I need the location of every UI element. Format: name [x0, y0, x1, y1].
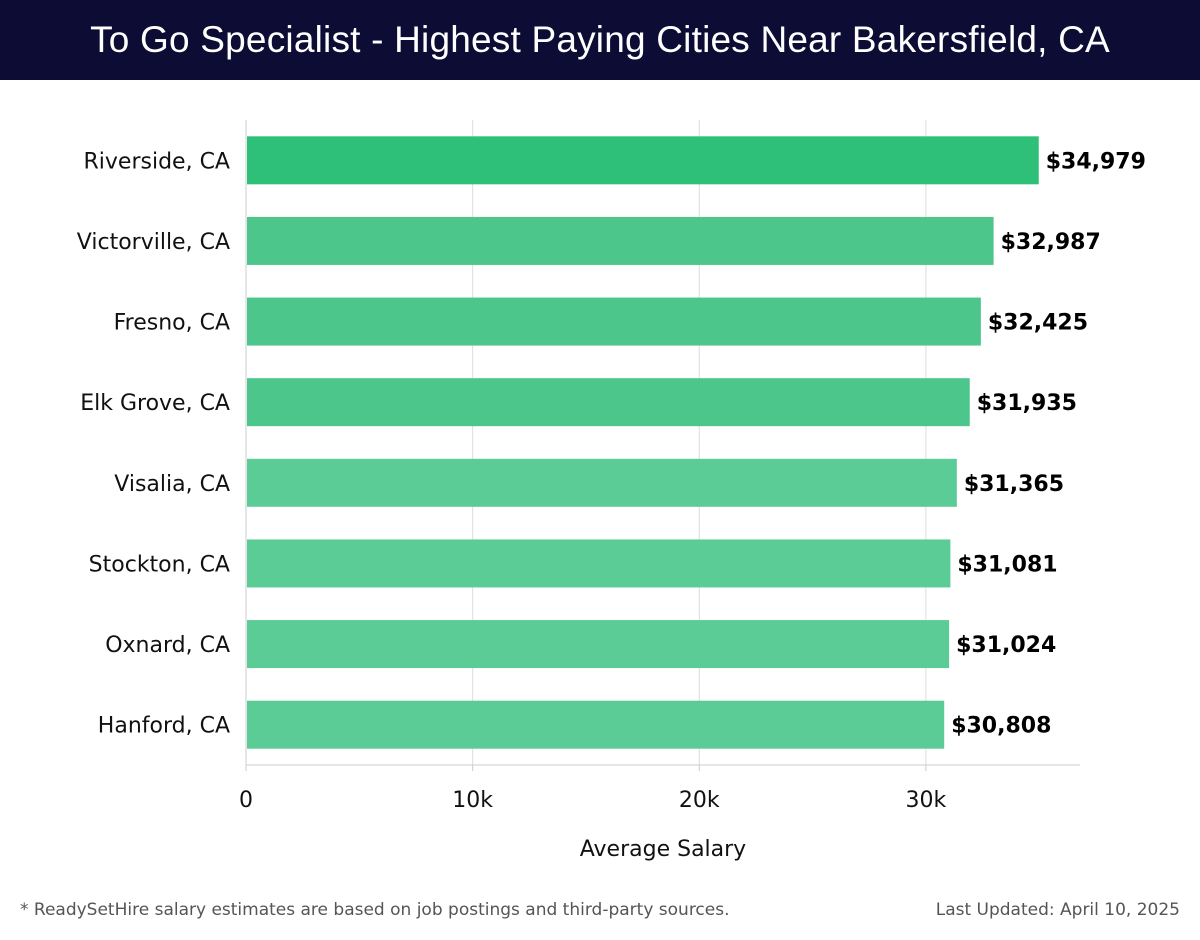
value-label: $32,425 [988, 311, 1088, 336]
x-tick-label: 30k [906, 788, 947, 813]
bar [247, 458, 957, 507]
bar [247, 620, 950, 669]
bar [247, 539, 951, 588]
category-labels: Riverside, CA Victorville, CA Fresno, CA El… [77, 149, 230, 738]
value-label: $30,808 [951, 714, 1051, 739]
category-label: Fresno, CA [114, 311, 230, 336]
x-axis-title: Average Salary [580, 837, 746, 862]
category-label: Hanford, CA [98, 714, 230, 739]
value-label: $32,987 [1001, 230, 1101, 255]
bar [247, 216, 994, 265]
value-label: $31,081 [957, 552, 1057, 577]
value-label: $31,365 [964, 472, 1064, 497]
x-tick-label: 10k [452, 788, 493, 813]
chart-title: To Go Specialist - Highest Paying Cities… [90, 19, 1110, 60]
last-updated: Last Updated: April 10, 2025 [935, 900, 1180, 920]
grid-lines [472, 120, 927, 765]
category-label: Elk Grove, CA [80, 391, 230, 416]
category-label: Riverside, CA [84, 149, 230, 174]
category-label: Visalia, CA [114, 472, 230, 497]
chart-header: To Go Specialist - Highest Paying Cities… [0, 0, 1200, 80]
category-label: Oxnard, CA [105, 633, 230, 658]
value-label: $34,979 [1046, 149, 1146, 174]
bar [247, 136, 1039, 185]
footnote: * ReadySetHire salary estimates are base… [20, 900, 730, 920]
bar [247, 378, 970, 427]
x-tick-label: 0 [239, 788, 253, 813]
bar-chart: Riverside, CA Victorville, CA Fresno, CA El… [77, 120, 1146, 862]
category-label: Victorville, CA [77, 230, 230, 255]
value-labels: $34,979 $32,987 $32,425 $31,935 $31,365 $31,0… [951, 149, 1146, 738]
bars [247, 136, 1039, 749]
x-tick-label: 20k [679, 788, 720, 813]
bar [247, 700, 945, 749]
value-label: $31,935 [977, 391, 1077, 416]
x-axis: 0 10k 20k 30k Average Salary [239, 120, 1080, 862]
category-label: Stockton, CA [89, 552, 230, 577]
value-label: $31,024 [956, 633, 1056, 658]
bar [247, 297, 981, 346]
